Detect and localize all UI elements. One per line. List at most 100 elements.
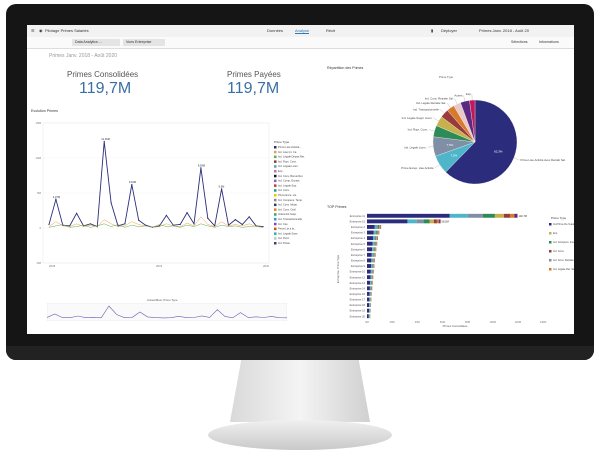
top-bar-segment — [369, 291, 371, 296]
top-category-label: Entreprise 11 — [350, 214, 366, 218]
evolution-point — [179, 223, 181, 226]
top-bar-segment — [374, 247, 375, 252]
top-bar-segment — [371, 275, 373, 280]
app-logo-icon: ◉ — [39, 28, 43, 33]
top-bar-segment — [372, 252, 374, 257]
top-category-label: Entreprise 12 — [350, 275, 366, 279]
top-bar-segment — [503, 213, 510, 218]
pie-slice-label: Ind. Transactionnelle — [413, 107, 439, 111]
sheet-pill-vues[interactable] — [123, 39, 165, 46]
top-x-tick: 20M — [390, 320, 395, 324]
evolution-legend-item: Ind. Légale Départ Ret. — [278, 155, 305, 159]
evolution-point — [69, 225, 71, 227]
pie-title: Répartition des Primes — [327, 66, 364, 70]
tab-donnees[interactable]: Données — [267, 28, 284, 33]
evolution-point — [193, 223, 195, 225]
evolution-data-label: 4,07M — [53, 195, 60, 199]
evolution-legend-swatch — [274, 203, 277, 207]
evolution-legend-swatch — [274, 174, 277, 178]
mini-frame — [47, 303, 287, 321]
pie-leader-line — [433, 117, 439, 122]
top-x-tick: 40M — [415, 320, 420, 324]
top-bar-segment — [367, 247, 373, 252]
top-bar-chart[interactable]: Entreprise 11 119,7M Entreprise 15 58,5M Ent… — [325, 209, 574, 327]
evolution-point — [248, 216, 250, 218]
evolution-point — [241, 223, 243, 226]
top-category-label: Entreprise 16 — [350, 292, 366, 296]
kpi-value-payees[interactable]: 119,7M — [227, 80, 280, 97]
pie-leader-line — [513, 157, 520, 161]
top-bar-segment — [369, 286, 371, 291]
monitor-chin — [6, 346, 594, 360]
top-bar-segment — [367, 303, 370, 308]
menu-icon[interactable]: ☰ — [31, 28, 35, 33]
evolution-legend-swatch — [274, 237, 277, 240]
evolution-point — [172, 224, 174, 226]
top-bar-segment — [370, 275, 372, 280]
evolution-legend-item: Ind. Légale Sans — [278, 231, 298, 235]
tab-analyse[interactable]: Analyse — [295, 28, 310, 34]
top-legend-swatch — [549, 268, 552, 271]
top-category-label: Entreprise 3 — [351, 231, 366, 235]
info-button[interactable]: Informations — [539, 40, 559, 44]
mini-series-line — [47, 305, 287, 319]
mini-chart-title: Année/Mois, Prime Type — [147, 298, 178, 302]
top-bar-segment — [373, 230, 376, 235]
deploy-button[interactable]: Déployer — [441, 28, 458, 33]
tab-recit[interactable]: Récit — [326, 28, 336, 33]
top-legend-swatch — [549, 250, 552, 253]
mini-timeline-chart[interactable] — [47, 303, 287, 321]
evolution-legend-item: Ind. Cse — [278, 222, 288, 226]
top-legend-item: Ind. Conv. Retraite Sal. — [553, 259, 574, 262]
top-category-label: Entreprise 2 — [351, 225, 366, 229]
selections-button[interactable]: Sélections — [511, 40, 528, 44]
pie-leader-line — [427, 146, 434, 148]
sheet-pill-data-analytics[interactable] — [72, 39, 120, 46]
top-category-label: Entreprise 14 — [350, 286, 366, 290]
pie-chart[interactable]: 62,3% Prime Liée Activité Avec Rentab Sal… — [327, 80, 572, 200]
pie-value-label: 7,2% — [450, 154, 457, 158]
top-category-label: Entreprise 4 — [351, 236, 366, 240]
evolution-legend-swatch — [274, 218, 277, 221]
top-category-label: Entreprise 8 — [351, 259, 366, 263]
pie-slice-label: Ecp — [466, 92, 471, 96]
pie-legend-label[interactable]: Prime Type — [439, 75, 454, 79]
top-category-label: Entreprise 17 — [350, 298, 366, 302]
top-bar-segment — [377, 224, 379, 229]
pie-slice-label: Prime Liée Activité Avec Rentab Sal. — [520, 158, 565, 162]
evolution-legend-swatch — [274, 160, 277, 163]
pie-slice — [469, 99, 476, 143]
kpi-value-consolidees[interactable]: 119,7M — [79, 80, 132, 97]
evolution-point — [110, 202, 112, 204]
evolution-series-line — [48, 141, 264, 228]
top-bar-segment — [467, 213, 483, 218]
evolution-legend-item: Ind. Prod. — [278, 236, 290, 240]
evolution-legend-swatch — [274, 222, 277, 226]
top-bar-segment — [372, 247, 374, 252]
top-bar-segment — [370, 269, 372, 274]
pie-leader-line — [463, 95, 466, 102]
pie-leader-line — [446, 102, 451, 108]
top-bar-segment — [375, 236, 377, 241]
evolution-legend-swatch — [274, 232, 277, 235]
top-category-label: Entreprise 18 — [350, 303, 366, 307]
top-bar-segment — [367, 213, 450, 218]
evolution-point — [158, 225, 161, 227]
pie-leader-line — [428, 129, 435, 132]
evolution-legend-item: Prime Lie à la... — [278, 227, 296, 231]
evolution-point — [165, 214, 167, 216]
pie-slice-label: Autres — [454, 93, 463, 97]
evolution-data-label: 12,36M — [101, 137, 110, 141]
top-bar-segment — [371, 264, 372, 268]
top-title: TOP Primes — [327, 205, 347, 209]
pie-slice — [445, 99, 518, 185]
bookmark-icon[interactable]: ▮ — [431, 28, 434, 33]
top-bar-segment — [374, 236, 376, 241]
evolution-chart[interactable]: 15M 10M 5M 0 -5M 2018 2019 2020 12,36M 4,07M 8,59M… — [27, 113, 327, 273]
top-legend-swatch — [549, 241, 552, 244]
evolution-y-tick: 10M — [36, 156, 42, 160]
selection-chip[interactable]: Primes Janv. 2018 - Août 20 — [479, 28, 529, 33]
top-x-tick: 140M — [540, 320, 547, 324]
kpi-label-consolidees: Primes Consolidées — [67, 70, 139, 79]
evolution-series-line — [48, 216, 264, 228]
